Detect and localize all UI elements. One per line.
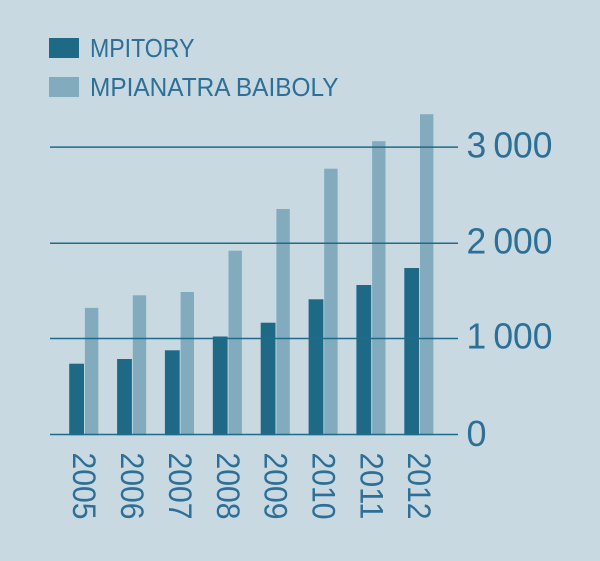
svg-text:2010: 2010 bbox=[306, 453, 342, 520]
svg-text:2005: 2005 bbox=[66, 453, 102, 520]
svg-text:0: 0 bbox=[467, 413, 487, 454]
svg-text:MPITORY: MPITORY bbox=[90, 33, 195, 63]
svg-text:2 000: 2 000 bbox=[467, 221, 553, 262]
svg-text:MPIANATRA BAIBOLY: MPIANATRA BAIBOLY bbox=[90, 72, 339, 102]
svg-text:2012: 2012 bbox=[401, 453, 437, 520]
svg-text:2007: 2007 bbox=[162, 453, 198, 520]
svg-text:1 000: 1 000 bbox=[467, 315, 553, 356]
svg-text:2008: 2008 bbox=[210, 453, 246, 520]
svg-text:2009: 2009 bbox=[258, 453, 294, 520]
svg-text:2011: 2011 bbox=[353, 453, 389, 520]
svg-text:2006: 2006 bbox=[114, 453, 150, 520]
svg-text:3 000: 3 000 bbox=[467, 125, 553, 166]
